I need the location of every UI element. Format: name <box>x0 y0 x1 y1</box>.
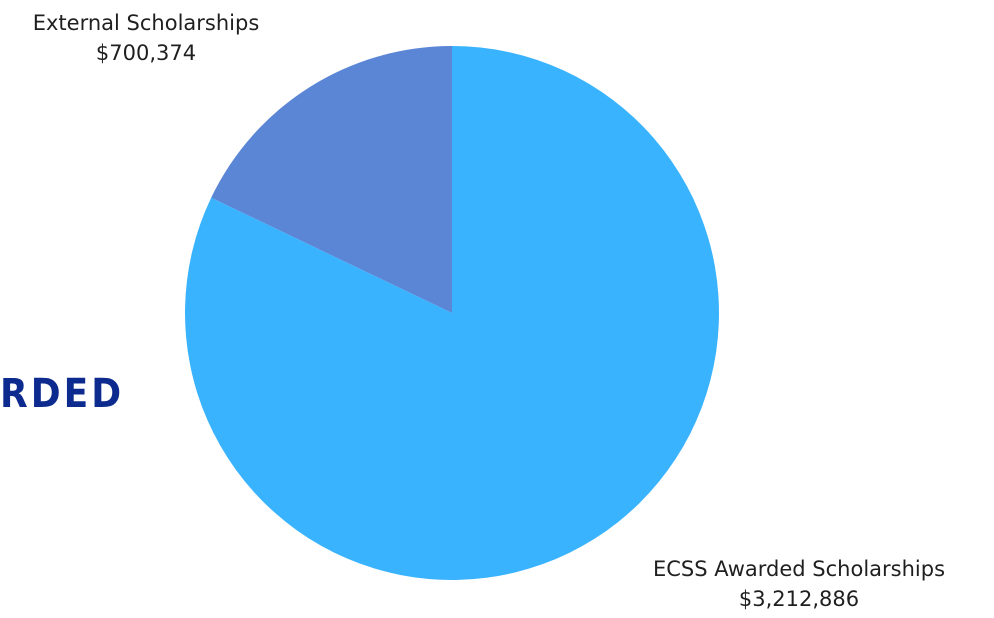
cropped-heading-text: RDED <box>0 371 125 417</box>
slice-name: ECSS Awarded Scholarships <box>652 557 946 581</box>
pie-slices <box>185 46 720 581</box>
slice-name: External Scholarships <box>32 11 260 35</box>
slice-label-ecss-awarded-scholarships: ECSS Awarded Scholarships $3,212,886 <box>614 554 984 614</box>
slice-value: $700,374 <box>95 41 197 65</box>
slice-label-external-scholarships: External Scholarships $700,374 <box>0 8 292 68</box>
slice-value: $3,212,886 <box>738 587 860 611</box>
pie-slice-external-scholarships <box>211 46 452 313</box>
pie-slice-ecss-awarded-scholarships <box>185 46 720 581</box>
